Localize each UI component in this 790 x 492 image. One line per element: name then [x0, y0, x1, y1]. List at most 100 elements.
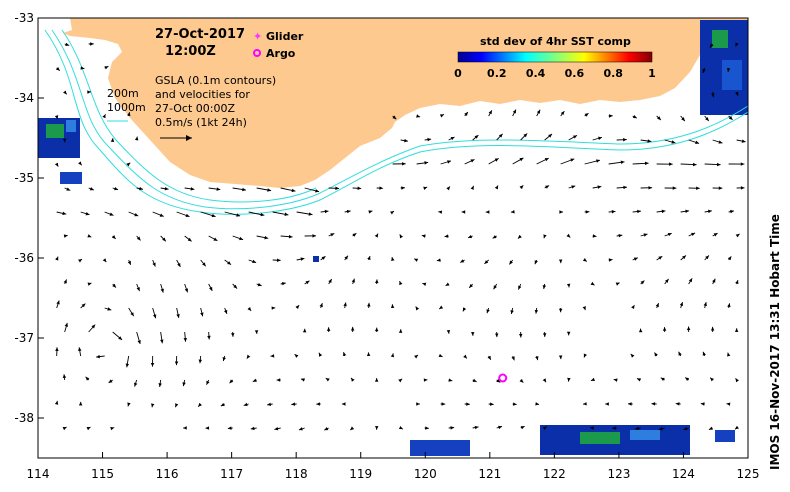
velocity-arrow-head: [55, 67, 60, 71]
velocity-arrow-head: [291, 188, 296, 193]
velocity-arrow-head: [175, 403, 179, 408]
velocity-arrow-head: [710, 377, 714, 382]
velocity-arrow-head: [291, 402, 296, 406]
velocity-arrow-head: [351, 377, 355, 382]
velocity-arrow-head: [542, 285, 547, 289]
velocity-arrow-head: [416, 402, 420, 406]
velocity-arrow-head: [63, 279, 67, 284]
velocity-arrow-head: [608, 258, 613, 262]
velocity-arrow-head: [485, 210, 490, 214]
velocity-arrow-head: [205, 426, 210, 430]
x-tick-label: 121: [478, 467, 501, 481]
velocity-arrow-head: [246, 354, 251, 359]
velocity-arrow-head: [55, 256, 59, 261]
velocity-arrow-head: [517, 234, 522, 239]
velocity-arrow-head: [55, 347, 59, 351]
velocity-arrow-head: [78, 347, 82, 352]
velocity-arrow-head: [730, 209, 734, 214]
colorbar-tick-label: 1: [648, 67, 656, 80]
velocity-arrow-head: [519, 185, 524, 190]
velocity-arrow-head: [86, 427, 91, 431]
velocity-arrow-head: [415, 306, 420, 311]
x-axis: 114 115 116 117 118 119 120 121 122 123 124 125: [27, 452, 759, 481]
velocity-arrow-head: [741, 139, 746, 143]
velocity-arrow-head: [190, 187, 195, 191]
velocity-arrow-head: [585, 210, 590, 214]
velocity-arrow-head: [402, 162, 406, 166]
velocity-arrow-head: [566, 283, 571, 288]
velocity-arrow-head: [54, 162, 59, 167]
velocity-arrow-head: [705, 117, 709, 121]
velocity-arrow-head: [708, 426, 713, 430]
velocity-arrow-head: [740, 186, 745, 190]
x-tick-label: 123: [607, 467, 630, 481]
velocity-arrow-head: [611, 209, 616, 214]
velocity-arrow-head: [87, 282, 92, 286]
velocity-arrow-head: [308, 212, 313, 216]
velocity-arrow-head: [63, 234, 68, 238]
velocity-arrow-head: [111, 235, 116, 239]
velocity-arrow-head: [114, 186, 119, 191]
velocity-arrow-head: [727, 303, 731, 308]
velocity-arrow-head: [227, 426, 232, 430]
velocity-arrow-head: [735, 42, 739, 47]
velocity-arrow-head: [450, 137, 455, 141]
velocity-arrow-head: [523, 133, 528, 138]
velocity-arrow-head: [558, 308, 563, 313]
velocity-arrow-head: [260, 212, 265, 217]
velocity-arrow-head: [518, 285, 522, 290]
velocity-arrow-head: [512, 402, 517, 406]
velocity-arrow-head: [583, 353, 588, 358]
velocity-arrow-head: [735, 280, 739, 285]
velocity-arrow-head: [470, 185, 474, 190]
velocity-arrow-head: [598, 136, 602, 141]
annotation-line-2: and velocities for: [155, 88, 250, 101]
velocity-arrow-head: [198, 359, 203, 364]
velocity-arrow-head: [236, 213, 241, 217]
velocity-arrow-head: [727, 256, 732, 261]
velocity-arrow-head: [367, 302, 371, 307]
date-label: 27-Oct-2017: [155, 27, 245, 42]
velocity-arrow-head: [207, 335, 211, 340]
scale-arrow-head: [186, 135, 192, 141]
velocity-arrow-head: [446, 186, 450, 191]
velocity-arrow-head: [130, 312, 134, 317]
velocity-arrow-head: [573, 135, 578, 139]
velocity-arrow-head: [703, 302, 707, 307]
velocity-arrow-head: [209, 286, 213, 291]
x-tick-label: 115: [91, 467, 114, 481]
time-label: 12:00Z: [165, 44, 216, 59]
velocity-arrow-head: [318, 352, 323, 357]
velocity-arrow-head: [658, 256, 663, 260]
x-tick-label: 116: [156, 467, 179, 481]
velocity-arrow-head: [187, 237, 192, 242]
depth-label-1000m: 1000m: [107, 101, 146, 114]
velocity-arrow-head: [438, 210, 443, 214]
argo-legend-symbol: [253, 49, 261, 57]
depth-label-200m: 200m: [107, 87, 139, 100]
velocity-arrow-head: [423, 378, 428, 382]
velocity-arrow-head: [510, 210, 515, 214]
velocity-arrow-head: [716, 162, 721, 167]
velocity-arrow-head: [726, 402, 731, 406]
velocity-arrow-head: [342, 352, 347, 357]
velocity-arrow-head: [351, 278, 355, 283]
velocity-arrow-head: [319, 303, 323, 308]
velocity-arrow-head: [484, 260, 489, 264]
velocity-arrow-head: [254, 330, 259, 334]
velocity-arrow-head: [325, 378, 330, 382]
velocity-arrow-head: [91, 324, 96, 329]
velocity-arrow-head: [681, 117, 685, 122]
velocity-arrow-head: [316, 402, 320, 406]
x-tick-label: 118: [285, 467, 308, 481]
velocity-arrow-head: [174, 361, 179, 366]
velocity-arrow-head: [664, 278, 669, 283]
velocity-arrow-head: [321, 256, 326, 260]
y-tick-label: -33: [14, 11, 34, 25]
velocity-arrow-head: [623, 185, 628, 190]
velocity-arrow-head: [366, 352, 371, 357]
velocity-arrow-head: [126, 162, 131, 167]
velocity-arrow-head: [647, 139, 652, 143]
velocity-arrow-head: [654, 352, 658, 357]
velocity-arrow-head: [288, 234, 293, 239]
